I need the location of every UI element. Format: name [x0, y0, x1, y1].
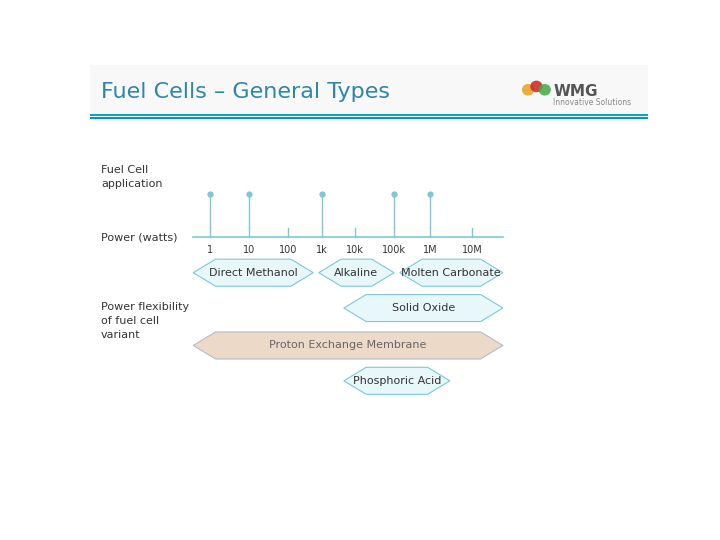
- Text: Alkaline: Alkaline: [334, 268, 379, 278]
- Text: 100k: 100k: [382, 245, 406, 255]
- Text: Power flexibility
of fuel cell
variant: Power flexibility of fuel cell variant: [101, 301, 189, 340]
- Text: 10M: 10M: [462, 245, 482, 255]
- Text: Proton Exchange Membrane: Proton Exchange Membrane: [269, 340, 427, 350]
- Ellipse shape: [522, 84, 534, 96]
- Text: Power (watts): Power (watts): [101, 232, 178, 242]
- Polygon shape: [193, 332, 503, 359]
- Text: Innovative Solutions: Innovative Solutions: [553, 98, 631, 107]
- Polygon shape: [319, 259, 394, 286]
- Text: WMG: WMG: [553, 84, 598, 99]
- Polygon shape: [344, 294, 503, 321]
- Polygon shape: [400, 259, 503, 286]
- Bar: [90, 117, 648, 119]
- Text: Solid Oxide: Solid Oxide: [392, 303, 455, 313]
- Bar: [90, 114, 648, 116]
- Text: 10k: 10k: [346, 245, 364, 255]
- Text: Fuel Cells – General Types: Fuel Cells – General Types: [101, 82, 390, 102]
- Ellipse shape: [530, 80, 543, 92]
- Text: 10: 10: [243, 245, 255, 255]
- Polygon shape: [193, 259, 313, 286]
- Bar: [90, 65, 648, 114]
- Text: 1: 1: [207, 245, 213, 255]
- Text: Direct Methanol: Direct Methanol: [209, 268, 297, 278]
- Text: 1k: 1k: [315, 245, 328, 255]
- Text: Phosphoric Acid: Phosphoric Acid: [353, 376, 441, 386]
- Text: Fuel Cell
application: Fuel Cell application: [101, 165, 163, 189]
- Text: 1M: 1M: [423, 245, 438, 255]
- Text: Molten Carbonate: Molten Carbonate: [402, 268, 501, 278]
- Ellipse shape: [539, 84, 551, 96]
- Text: 100: 100: [279, 245, 297, 255]
- Polygon shape: [344, 367, 450, 394]
